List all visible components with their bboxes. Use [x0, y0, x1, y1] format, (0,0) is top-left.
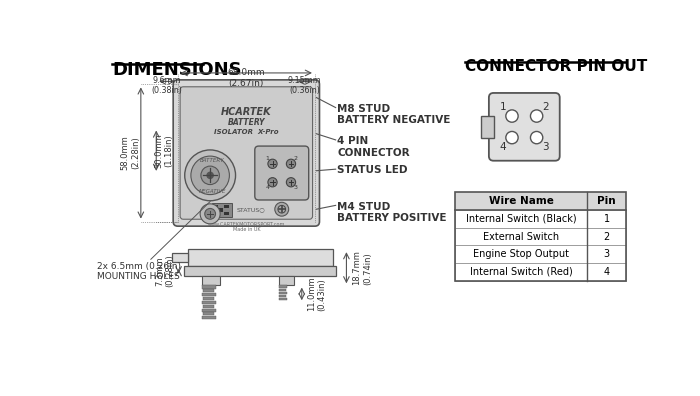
Bar — [279, 298, 287, 300]
Text: DIMENSIONS: DIMENSIONS — [112, 61, 242, 79]
Bar — [203, 297, 214, 300]
Bar — [455, 210, 587, 228]
Bar — [455, 228, 587, 246]
Bar — [218, 208, 223, 211]
Text: Internal Switch (Black): Internal Switch (Black) — [466, 214, 577, 224]
Bar — [202, 286, 216, 289]
Bar — [172, 253, 188, 262]
Text: STATUS LED: STATUS LED — [337, 165, 407, 175]
Circle shape — [268, 159, 277, 168]
Bar — [184, 266, 337, 276]
Text: 9.15mm
(0.36in): 9.15mm (0.36in) — [288, 76, 322, 95]
Bar — [203, 305, 214, 308]
Text: M8 STUD
BATTERY NEGATIVE: M8 STUD BATTERY NEGATIVE — [337, 104, 451, 125]
Text: 18.7mm
(0.74in): 18.7mm (0.74in) — [353, 250, 372, 285]
FancyBboxPatch shape — [255, 146, 309, 200]
Text: BATTERY: BATTERY — [228, 118, 265, 128]
Text: HCARTEK: HCARTEK — [221, 107, 272, 117]
Bar — [279, 276, 294, 285]
Circle shape — [286, 159, 295, 168]
Bar — [202, 276, 220, 285]
Text: 1: 1 — [603, 214, 610, 224]
Circle shape — [201, 166, 219, 185]
Text: 11.0mm
(0.43in): 11.0mm (0.43in) — [307, 277, 327, 311]
Text: 4: 4 — [266, 185, 270, 190]
Bar — [455, 192, 626, 210]
Text: Wire Name: Wire Name — [489, 196, 554, 206]
Circle shape — [204, 208, 216, 219]
Text: 4: 4 — [499, 142, 506, 152]
Bar — [481, 116, 493, 137]
Bar — [455, 263, 587, 281]
Text: STATUS○: STATUS○ — [237, 208, 265, 213]
Bar — [202, 301, 216, 304]
Bar — [279, 295, 286, 297]
Text: 3: 3 — [294, 185, 298, 190]
Bar — [279, 289, 286, 291]
Text: 68.0mm
(2.67in): 68.0mm (2.67in) — [228, 68, 265, 88]
Text: BATTERY: BATTERY — [200, 158, 225, 163]
Bar — [455, 192, 626, 281]
Bar — [279, 291, 287, 294]
Circle shape — [531, 131, 542, 144]
Text: 58.0mm
(2.28in): 58.0mm (2.28in) — [120, 136, 140, 170]
Text: 2: 2 — [542, 102, 550, 112]
Text: Internal Switch (Red): Internal Switch (Red) — [470, 267, 573, 277]
Bar — [587, 263, 626, 281]
Text: External Switch: External Switch — [483, 232, 559, 242]
Bar — [455, 246, 587, 263]
Circle shape — [268, 178, 277, 187]
Circle shape — [286, 178, 295, 187]
Text: Engine Stop Output: Engine Stop Output — [473, 249, 569, 259]
Text: 1: 1 — [266, 156, 270, 162]
Text: 9.6mm
(0.38in): 9.6mm (0.38in) — [152, 76, 183, 95]
Bar — [203, 289, 214, 292]
Text: 3: 3 — [542, 142, 550, 152]
Bar — [587, 210, 626, 228]
Circle shape — [200, 204, 220, 224]
Text: 3: 3 — [603, 249, 610, 259]
Text: 4 PIN
CONNECTOR: 4 PIN CONNECTOR — [337, 136, 409, 158]
Bar — [202, 308, 216, 312]
Bar — [214, 212, 218, 215]
Bar — [202, 316, 216, 319]
Circle shape — [531, 110, 542, 122]
Text: 30.0mm
(1.18in): 30.0mm (1.18in) — [154, 133, 174, 168]
Circle shape — [185, 150, 235, 201]
Bar — [587, 228, 626, 246]
Text: ISOLATOR  X-Pro: ISOLATOR X-Pro — [214, 129, 279, 135]
Circle shape — [506, 110, 518, 122]
Circle shape — [275, 202, 288, 216]
Bar — [202, 293, 216, 296]
Bar — [214, 205, 218, 208]
Bar — [279, 286, 287, 288]
Text: M4 STUD
BATTERY POSITIVE: M4 STUD BATTERY POSITIVE — [337, 202, 447, 223]
Text: 2: 2 — [603, 232, 610, 242]
Text: 7.3mm
(0.28in): 7.3mm (0.28in) — [155, 255, 174, 287]
Text: Pin: Pin — [597, 196, 616, 206]
FancyBboxPatch shape — [180, 87, 312, 219]
Bar — [203, 312, 214, 316]
Bar — [188, 249, 332, 266]
Text: 4: 4 — [603, 267, 610, 277]
Bar — [224, 212, 229, 215]
Text: Made in UK: Made in UK — [232, 227, 260, 232]
Text: CONNECTOR PIN OUT: CONNECTOR PIN OUT — [465, 59, 648, 74]
Text: 1: 1 — [499, 102, 506, 112]
Circle shape — [207, 172, 214, 179]
Circle shape — [191, 156, 230, 194]
FancyBboxPatch shape — [173, 80, 319, 226]
Text: 2: 2 — [294, 156, 298, 162]
Circle shape — [506, 131, 518, 144]
Bar — [211, 203, 232, 217]
FancyBboxPatch shape — [489, 93, 560, 161]
Text: 2x 6.5mm (0.26in)
MOUNTING HOLES: 2x 6.5mm (0.26in) MOUNTING HOLES — [97, 262, 181, 281]
Bar — [587, 246, 626, 263]
Bar — [224, 205, 229, 208]
Text: www.CARTEKMOTORSPORT.com: www.CARTEKMOTORSPORT.com — [208, 222, 285, 227]
Text: NEGATIVE: NEGATIVE — [199, 189, 226, 194]
